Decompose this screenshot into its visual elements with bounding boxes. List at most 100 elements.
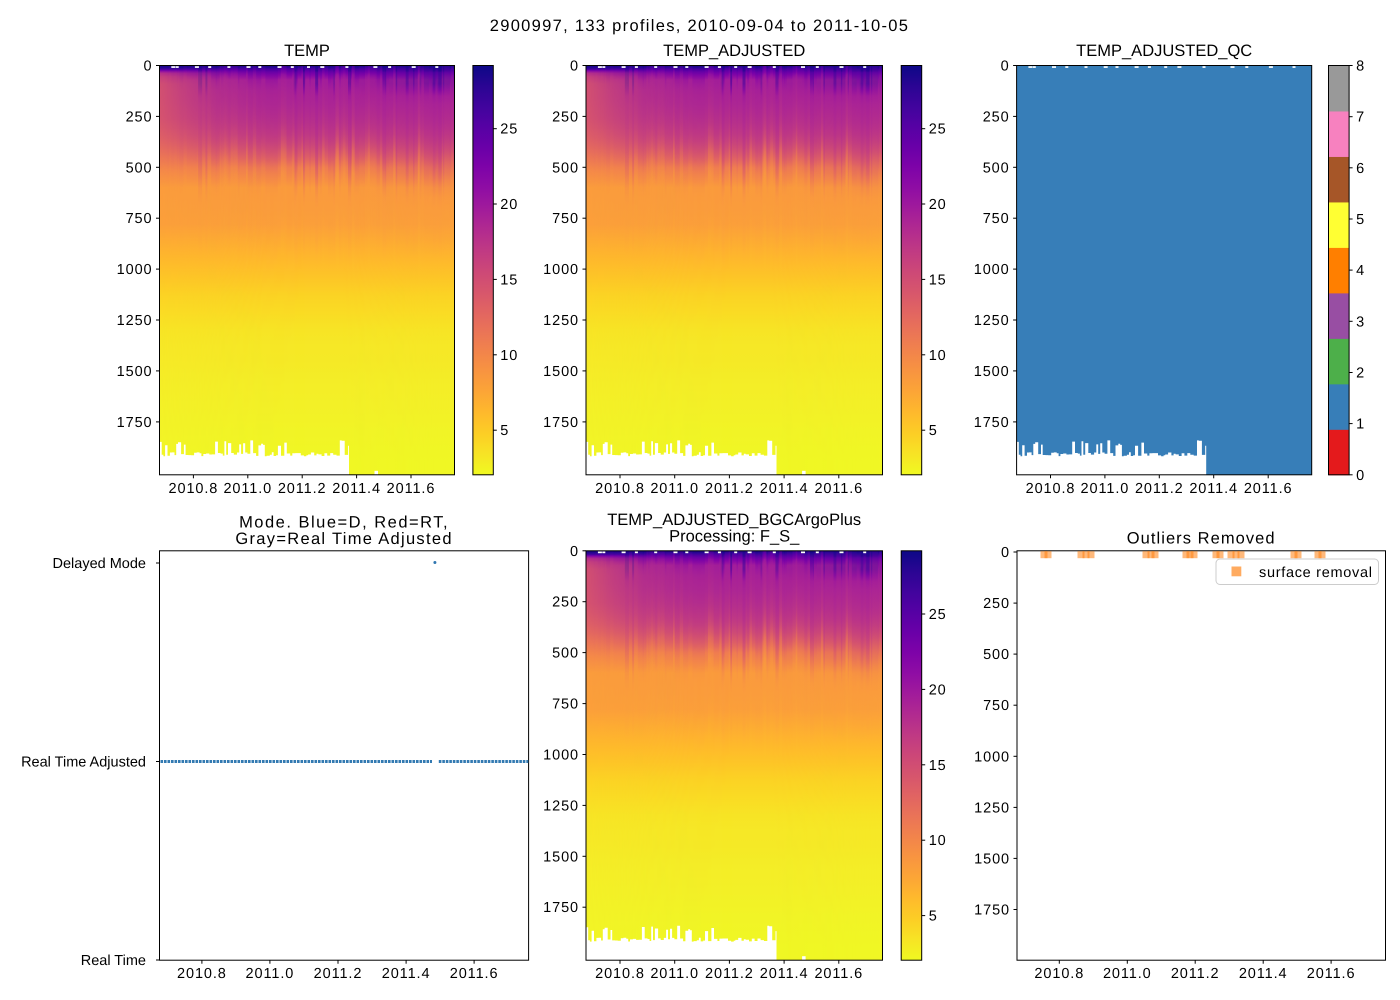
svg-text:2010.8: 2010.8 xyxy=(169,481,219,497)
svg-text:1500: 1500 xyxy=(543,364,579,380)
svg-text:2011.2: 2011.2 xyxy=(1135,481,1184,497)
svg-text:1500: 1500 xyxy=(543,849,579,865)
svg-text:2011.0: 2011.0 xyxy=(650,481,699,497)
svg-text:2011.4: 2011.4 xyxy=(332,481,381,497)
svg-text:2010.8: 2010.8 xyxy=(1034,966,1084,982)
svg-text:Real Time Adjusted: Real Time Adjusted xyxy=(21,755,146,771)
svg-text:1500: 1500 xyxy=(974,364,1010,380)
svg-text:2011.2: 2011.2 xyxy=(705,481,754,497)
svg-text:1750: 1750 xyxy=(974,903,1010,919)
svg-text:6: 6 xyxy=(1356,161,1365,177)
svg-text:10: 10 xyxy=(500,348,518,364)
svg-text:1000: 1000 xyxy=(117,262,153,278)
svg-text:1000: 1000 xyxy=(974,262,1010,278)
svg-text:2010.8: 2010.8 xyxy=(1026,481,1076,497)
svg-text:2011.6: 2011.6 xyxy=(1307,966,1356,982)
svg-text:0: 0 xyxy=(144,59,153,75)
svg-text:10: 10 xyxy=(929,348,947,364)
svg-text:1500: 1500 xyxy=(117,364,153,380)
svg-text:Real Time: Real Time xyxy=(81,953,146,969)
svg-text:2011.4: 2011.4 xyxy=(760,966,809,982)
svg-text:15: 15 xyxy=(929,758,947,774)
svg-text:surface removal: surface removal xyxy=(1259,565,1373,581)
svg-text:Mode. Blue=D, Red=RT,: Mode. Blue=D, Red=RT, xyxy=(239,514,449,532)
svg-text:1750: 1750 xyxy=(117,415,153,431)
svg-text:TEMP_ADJUSTED: TEMP_ADJUSTED xyxy=(663,42,805,60)
svg-text:25: 25 xyxy=(929,607,947,623)
svg-text:1250: 1250 xyxy=(974,313,1010,329)
svg-text:750: 750 xyxy=(552,697,579,713)
svg-text:5: 5 xyxy=(1356,212,1365,228)
svg-text:1250: 1250 xyxy=(974,800,1010,816)
svg-text:15: 15 xyxy=(500,272,518,288)
svg-text:Outliers Removed: Outliers Removed xyxy=(1127,530,1276,548)
svg-text:500: 500 xyxy=(983,647,1010,663)
svg-text:1000: 1000 xyxy=(543,262,579,278)
svg-text:0: 0 xyxy=(1001,545,1010,561)
svg-text:2011.6: 2011.6 xyxy=(814,966,863,982)
svg-text:500: 500 xyxy=(126,160,153,176)
svg-text:2011.4: 2011.4 xyxy=(1189,481,1238,497)
svg-text:750: 750 xyxy=(552,211,579,227)
svg-text:750: 750 xyxy=(983,698,1010,714)
svg-text:2: 2 xyxy=(1356,366,1365,382)
svg-text:2011.0: 2011.0 xyxy=(223,481,272,497)
svg-text:750: 750 xyxy=(126,211,153,227)
svg-text:Gray=Real Time Adjusted: Gray=Real Time Adjusted xyxy=(235,530,452,548)
svg-text:2011.6: 2011.6 xyxy=(387,481,436,497)
svg-text:20: 20 xyxy=(929,197,947,213)
svg-text:2011.6: 2011.6 xyxy=(450,966,499,982)
svg-text:2010.8: 2010.8 xyxy=(595,481,645,497)
svg-text:4: 4 xyxy=(1356,263,1365,279)
svg-text:1750: 1750 xyxy=(543,415,579,431)
svg-text:25: 25 xyxy=(929,122,947,138)
svg-text:25: 25 xyxy=(500,122,518,138)
svg-text:1: 1 xyxy=(1356,417,1365,433)
svg-text:2011.0: 2011.0 xyxy=(246,966,295,982)
svg-text:750: 750 xyxy=(983,211,1010,227)
svg-text:500: 500 xyxy=(552,646,579,662)
svg-text:2900997, 133 profiles, 2010-09: 2900997, 133 profiles, 2010-09-04 to 201… xyxy=(490,17,909,35)
svg-text:1250: 1250 xyxy=(117,313,153,329)
svg-text:5: 5 xyxy=(929,423,938,439)
svg-text:250: 250 xyxy=(983,596,1010,612)
svg-text:1250: 1250 xyxy=(543,313,579,329)
svg-text:8: 8 xyxy=(1356,59,1365,75)
svg-text:20: 20 xyxy=(500,197,518,213)
svg-text:250: 250 xyxy=(552,595,579,611)
svg-text:Processing: F_S_: Processing: F_S_ xyxy=(669,528,800,546)
svg-text:15: 15 xyxy=(929,272,947,288)
svg-text:500: 500 xyxy=(552,160,579,176)
svg-text:2011.4: 2011.4 xyxy=(382,966,431,982)
svg-text:5: 5 xyxy=(929,909,938,925)
svg-text:0: 0 xyxy=(570,59,579,75)
svg-text:TEMP_ADJUSTED_BGCArgoPlus: TEMP_ADJUSTED_BGCArgoPlus xyxy=(607,511,861,529)
svg-text:1250: 1250 xyxy=(543,798,579,814)
svg-text:0: 0 xyxy=(570,544,579,560)
svg-text:2011.4: 2011.4 xyxy=(760,481,809,497)
svg-text:2011.2: 2011.2 xyxy=(705,966,754,982)
svg-text:2011.0: 2011.0 xyxy=(1103,966,1152,982)
svg-text:1000: 1000 xyxy=(974,749,1010,765)
svg-text:10: 10 xyxy=(929,833,947,849)
svg-text:TEMP_ADJUSTED_QC: TEMP_ADJUSTED_QC xyxy=(1076,42,1252,60)
svg-text:2011.2: 2011.2 xyxy=(1171,966,1220,982)
svg-text:250: 250 xyxy=(983,109,1010,125)
svg-text:Delayed Mode: Delayed Mode xyxy=(53,556,147,572)
svg-text:TEMP: TEMP xyxy=(284,42,330,60)
svg-text:0: 0 xyxy=(1356,468,1365,484)
svg-text:500: 500 xyxy=(983,160,1010,176)
svg-text:2011.2: 2011.2 xyxy=(314,966,363,982)
svg-text:2011.6: 2011.6 xyxy=(1244,481,1293,497)
svg-text:2011.2: 2011.2 xyxy=(278,481,327,497)
svg-text:1000: 1000 xyxy=(543,748,579,764)
svg-text:250: 250 xyxy=(126,109,153,125)
svg-text:2011.4: 2011.4 xyxy=(1239,966,1288,982)
svg-text:2011.0: 2011.0 xyxy=(1081,481,1130,497)
svg-text:2010.8: 2010.8 xyxy=(595,966,645,982)
svg-text:1750: 1750 xyxy=(974,415,1010,431)
svg-text:250: 250 xyxy=(552,109,579,125)
svg-text:1750: 1750 xyxy=(543,900,579,916)
svg-text:0: 0 xyxy=(1001,59,1010,75)
svg-text:1500: 1500 xyxy=(974,851,1010,867)
